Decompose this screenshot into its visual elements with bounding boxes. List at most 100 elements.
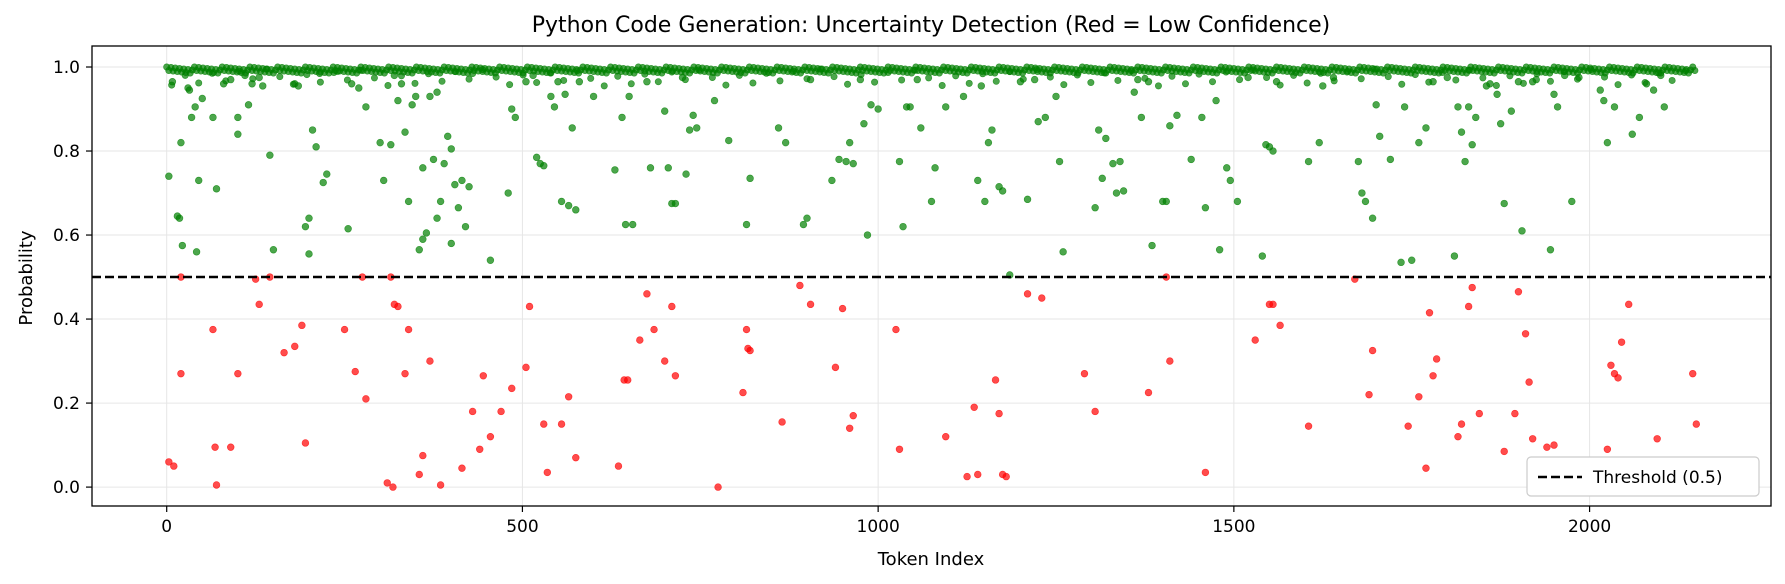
high-confidence-point: [185, 86, 194, 94]
high-confidence-point: [1368, 214, 1377, 222]
low-confidence-point: [643, 290, 651, 298]
low-confidence-point: [234, 369, 242, 378]
high-confidence-point: [654, 78, 662, 86]
high-confidence-point: [1094, 126, 1103, 134]
low-confidence-point: [1080, 369, 1089, 378]
high-confidence-point: [981, 197, 989, 206]
high-confidence-point: [988, 126, 996, 134]
high-confidence-point: [1098, 174, 1106, 183]
high-confidence-point: [1226, 176, 1235, 185]
high-confidence-point: [1209, 78, 1217, 86]
high-confidence-point: [433, 88, 441, 96]
low-confidence-point: [1550, 441, 1558, 449]
high-confidence-point: [618, 113, 626, 122]
high-confidence-point: [305, 214, 313, 222]
high-confidence-point: [884, 68, 892, 76]
high-confidence-point: [248, 80, 256, 88]
high-confidence-point: [319, 178, 327, 187]
high-confidence-point: [1060, 81, 1068, 89]
low-confidence-point: [1091, 407, 1099, 416]
high-confidence-point: [1046, 73, 1054, 81]
high-confidence-point: [959, 92, 968, 101]
high-confidence-point: [479, 66, 487, 74]
y-tick-label: 0.4: [53, 310, 80, 330]
high-confidence-point: [695, 66, 703, 74]
high-confidence-point: [1249, 66, 1257, 74]
low-confidence-point: [419, 451, 427, 460]
high-confidence-point: [1596, 86, 1604, 94]
low-confidence-point: [177, 369, 185, 378]
high-confidence-point: [1472, 113, 1480, 122]
high-confidence-point: [1506, 72, 1514, 80]
high-confidence-point: [438, 77, 446, 85]
high-confidence-point: [661, 107, 669, 115]
low-confidence-point: [1166, 357, 1174, 365]
low-confidence-point: [742, 325, 751, 334]
high-confidence-point: [504, 189, 512, 197]
x-tick-label: 1000: [857, 517, 900, 537]
high-confidence-point: [540, 162, 548, 170]
low-confidence-point: [564, 393, 573, 401]
high-confidence-point: [762, 69, 770, 77]
high-confidence-point: [746, 174, 754, 183]
high-confidence-point: [1272, 78, 1281, 86]
high-confidence-point: [708, 74, 716, 82]
high-confidence-point: [1233, 197, 1242, 206]
low-confidence-point: [1002, 472, 1010, 481]
high-confidence-point: [835, 155, 843, 164]
low-confidence-point: [394, 302, 402, 311]
low-confidence-point: [614, 462, 623, 470]
high-confidence-point: [899, 222, 907, 231]
high-confidence-point: [181, 71, 189, 79]
low-confidence-point: [1201, 468, 1210, 477]
high-confidence-point: [519, 71, 527, 79]
high-confidence-point: [397, 72, 405, 80]
high-confidence-point: [1059, 248, 1067, 256]
low-confidence-point: [476, 445, 484, 453]
high-confidence-point: [376, 138, 384, 147]
low-confidence-point: [778, 418, 786, 426]
low-confidence-point: [1038, 294, 1046, 302]
high-confidence-point: [1546, 77, 1554, 85]
high-confidence-point: [1628, 130, 1636, 138]
high-confidence-point: [1691, 67, 1699, 75]
high-confidence-point: [554, 78, 562, 86]
low-confidence-point: [170, 462, 178, 470]
high-confidence-point: [269, 246, 278, 254]
high-confidence-point: [546, 69, 554, 77]
high-confidence-point: [234, 113, 242, 122]
high-confidence-point: [425, 70, 433, 78]
high-confidence-point: [227, 75, 235, 84]
high-confidence-point: [789, 67, 797, 75]
high-confidence-point: [1034, 117, 1042, 126]
high-confidence-point: [1553, 103, 1562, 111]
high-confidence-point: [1303, 79, 1311, 87]
legend: Threshold (0.5): [1526, 456, 1760, 497]
high-confidence-point: [411, 79, 419, 87]
high-confidence-point: [845, 138, 854, 147]
high-confidence-point: [492, 73, 500, 81]
low-confidence-point: [1514, 288, 1523, 296]
low-confidence-point: [1500, 447, 1508, 456]
high-confidence-point: [1443, 73, 1451, 82]
low-confidence-point: [1543, 443, 1551, 451]
y-tick-label: 0.2: [53, 394, 80, 414]
high-confidence-point: [323, 170, 331, 178]
high-confidence-point: [992, 77, 1000, 85]
high-confidence-point: [625, 92, 633, 101]
high-confidence-point: [977, 82, 986, 90]
high-confidence-point: [1116, 157, 1124, 166]
high-confidence-point: [1112, 189, 1121, 197]
high-confidence-point: [533, 79, 541, 87]
high-confidence-point: [219, 80, 228, 88]
low-confidence-point: [650, 325, 658, 334]
high-confidence-point: [1187, 155, 1195, 164]
high-confidence-point: [529, 71, 537, 80]
high-confidence-point: [1016, 78, 1025, 86]
low-confidence-point: [212, 481, 221, 489]
high-confidence-point: [1507, 107, 1516, 115]
high-confidence-point: [1600, 96, 1608, 105]
low-confidence-point: [280, 348, 288, 357]
high-confidence-point: [1102, 134, 1110, 143]
high-confidence-point: [1518, 227, 1526, 235]
